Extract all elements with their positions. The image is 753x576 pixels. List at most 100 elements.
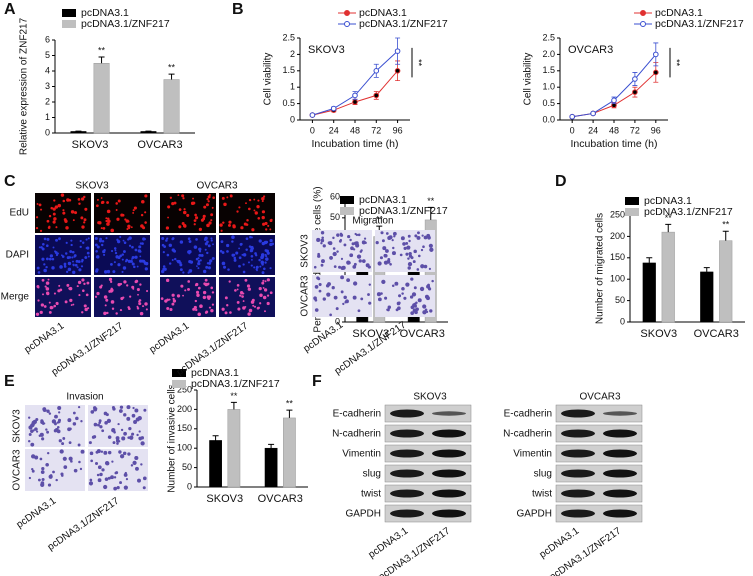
cell: [105, 237, 108, 240]
cell: [210, 219, 213, 222]
cell: [391, 238, 394, 242]
error-bar: [168, 73, 175, 80]
cell: [40, 246, 43, 249]
cell: [68, 256, 72, 259]
point: [632, 89, 638, 95]
protein-label: twist: [361, 489, 381, 500]
cell: [85, 238, 88, 241]
cell: [400, 236, 405, 241]
y-tick-label: 200: [177, 404, 192, 414]
cell: [193, 305, 197, 310]
y-tick-label: 0: [45, 127, 50, 137]
cell: [131, 245, 134, 249]
cell: [261, 241, 266, 246]
x-tick-label: 48: [609, 125, 619, 135]
cell: [84, 307, 88, 312]
cell: [188, 240, 192, 243]
cell: [133, 206, 137, 210]
cell: [233, 258, 237, 262]
cell: [332, 247, 336, 250]
cell: [49, 305, 54, 310]
cell: [238, 256, 242, 260]
cell: [212, 243, 214, 246]
cell: [262, 287, 265, 289]
cell: [115, 312, 118, 315]
protein-label: N-cadherin: [503, 429, 552, 440]
band: [390, 509, 424, 518]
band: [603, 469, 637, 478]
x-tick-label: OVCAR3: [694, 328, 739, 340]
cell: [107, 476, 111, 480]
cell: [250, 236, 253, 239]
cell: [183, 210, 187, 215]
cell: [242, 270, 246, 274]
band: [561, 489, 595, 498]
cell: [57, 406, 62, 411]
cell: [98, 221, 102, 225]
cell: [52, 220, 56, 224]
cell: [178, 208, 182, 211]
cell: [102, 249, 106, 254]
cell: [51, 257, 55, 261]
cell: [68, 287, 71, 290]
micrograph: [35, 277, 91, 317]
cell: [97, 465, 102, 470]
bar: [209, 440, 222, 488]
cell: [55, 301, 59, 305]
cell: [87, 255, 90, 258]
cell: [79, 467, 83, 471]
cell: [196, 265, 198, 268]
cell: [55, 478, 58, 482]
cell: [41, 478, 45, 482]
blot-title: SKOV3: [413, 392, 447, 403]
cell: [271, 242, 274, 246]
cell: [422, 310, 427, 315]
x-tick-label: 0: [310, 125, 315, 135]
cell: [72, 303, 75, 306]
cell: [193, 245, 198, 249]
cell: [84, 207, 88, 211]
x-tick-label: SKOV3: [206, 493, 243, 505]
y-tick-label: 0.5: [542, 98, 555, 108]
cell: [349, 238, 352, 242]
y-tick-label: 2.5: [542, 32, 555, 42]
cell: [236, 288, 239, 291]
cell: [119, 308, 123, 312]
cell: [65, 270, 69, 273]
cell: [253, 305, 257, 308]
cell: [132, 212, 135, 214]
cell: [54, 251, 58, 255]
cell: [107, 435, 112, 439]
band: [432, 469, 466, 478]
cell: [138, 245, 142, 249]
cell: [259, 302, 262, 305]
cell: [336, 250, 339, 253]
point: [569, 113, 575, 120]
cell: [398, 294, 402, 298]
cell: [365, 263, 370, 268]
cell: [267, 224, 270, 227]
cell: [211, 206, 214, 209]
cell: [202, 290, 207, 295]
legend-marker: [344, 10, 350, 16]
cell: [134, 255, 138, 259]
cell: [182, 197, 185, 200]
cell: [83, 282, 86, 286]
cell: [84, 256, 88, 260]
cell: [76, 266, 79, 269]
cell: [144, 221, 147, 224]
cell: [417, 298, 422, 303]
cell: [257, 199, 260, 202]
cell: [133, 265, 136, 269]
x-tick-label: SKOV3: [352, 328, 389, 340]
y-tick-label: 1.5: [542, 65, 555, 75]
cell: [43, 422, 46, 425]
cell: [248, 308, 253, 313]
cell: [239, 294, 242, 297]
cell: [187, 287, 191, 291]
cell: [48, 225, 51, 228]
cell: [45, 244, 49, 248]
band: [603, 449, 637, 458]
cell: [125, 258, 129, 262]
significance: **: [672, 59, 682, 67]
